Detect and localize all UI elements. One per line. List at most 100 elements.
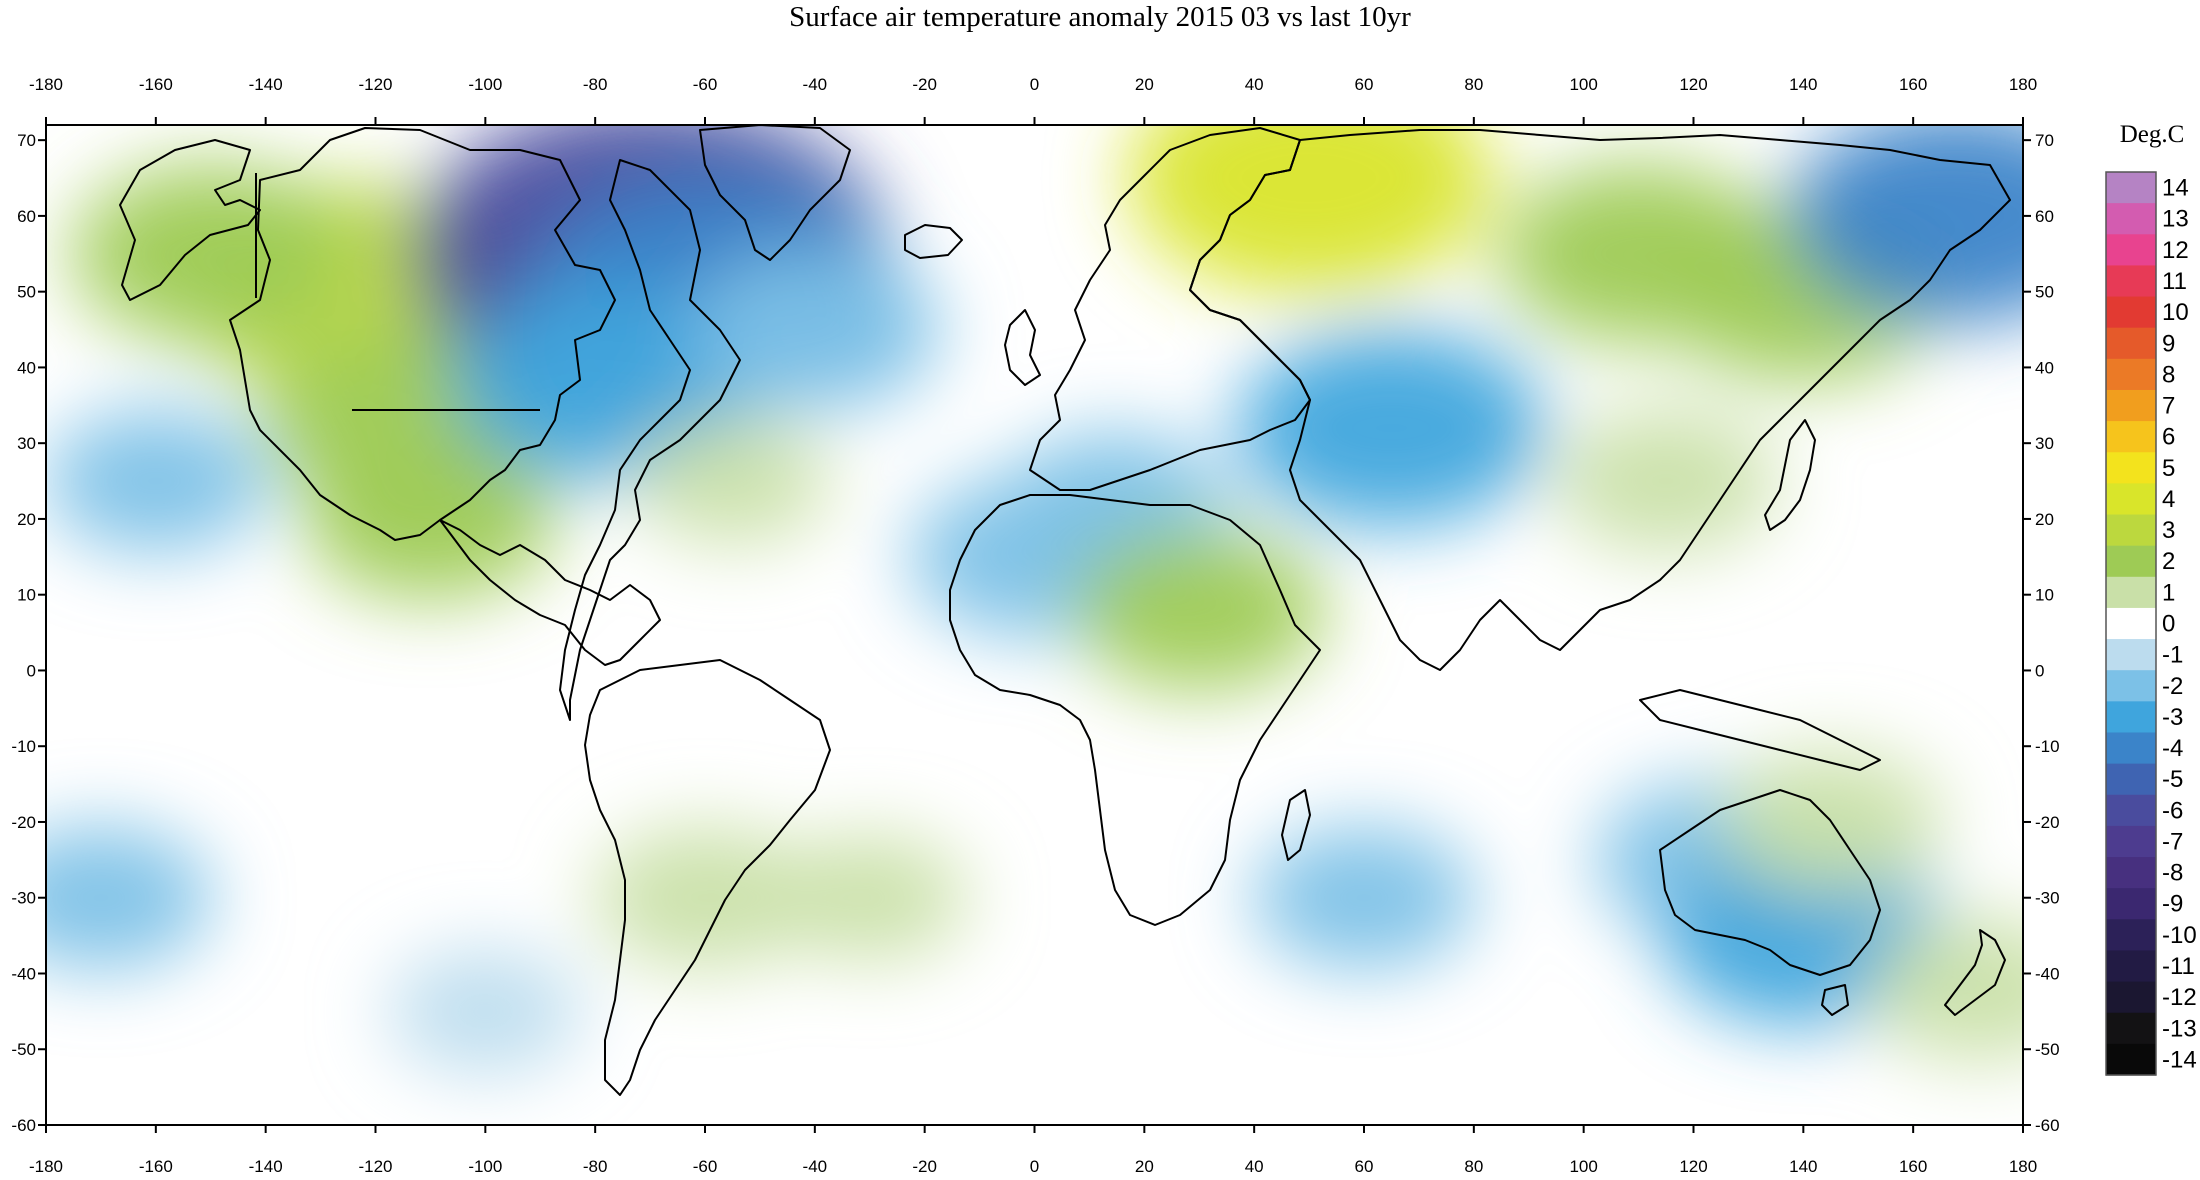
colorbar-label: -7: [2162, 828, 2183, 855]
colorbar-unit: Deg.C: [2120, 121, 2185, 148]
colorbar-label: -11: [2162, 953, 2195, 980]
lat-tick-label-left: -30: [11, 889, 36, 908]
colorbar-label: -13: [2162, 1015, 2197, 1042]
colorbar-label: 5: [2162, 455, 2175, 482]
colorbar-label: 0: [2162, 611, 2175, 638]
lat-tick-label-left: 50: [17, 283, 36, 302]
lon-tick-label-top: 0: [1030, 75, 1039, 94]
colorbar-swatch: [2106, 576, 2156, 609]
colorbar-swatch: [2106, 857, 2156, 889]
colorbar-label: 7: [2162, 393, 2175, 420]
colorbar-swatch: [2106, 794, 2156, 827]
lat-tick-label-right: 60: [2035, 207, 2054, 226]
central-america-coast: [439, 519, 661, 666]
lon-tick-label-top: -140: [249, 75, 283, 94]
lat-tick-label-right: 50: [2035, 283, 2054, 302]
lat-tick-label-right: -50: [2035, 1040, 2060, 1059]
iceland-coast: [904, 224, 963, 259]
indonesia-coast: [1639, 689, 1881, 771]
colorbar-label: -6: [2162, 797, 2183, 824]
lat-tick-label-right: -10: [2035, 737, 2060, 756]
lon-tick-label-bottom: -140: [249, 1157, 283, 1176]
anomaly-region-pacific-east-cold: [46, 409, 268, 554]
lat-tick-label-right: -30: [2035, 889, 2060, 908]
lon-tick-label-bottom: -160: [139, 1157, 173, 1176]
lon-tick-label-top: 140: [1789, 75, 1817, 94]
colorbar-label: 11: [2162, 268, 2187, 295]
anomaly-region-russia-warm: [1127, 125, 1492, 295]
lon-tick-label-bottom: 20: [1135, 1157, 1154, 1176]
colorbar-swatch: [2106, 950, 2156, 983]
lat-tick-label-left: -40: [11, 964, 36, 983]
longitude-axis: -180 -180 -160 -160 -140 -140 -120 -120 -100 -100…: [29, 75, 2037, 1176]
colorbar-swatch: [2106, 296, 2156, 329]
lon-tick-label-bottom: 180: [2009, 1157, 2037, 1176]
lon-tick-label-top: 160: [1899, 75, 1927, 94]
colorbar-swatch: [2106, 732, 2156, 765]
colorbar-label: 14: [2162, 175, 2189, 202]
colorbar-label: 4: [2162, 486, 2175, 513]
colorbar-swatch: [2106, 545, 2156, 578]
anomaly-region-new-zealand-warm: [1867, 916, 2023, 1061]
lat-tick-label-left: -20: [11, 813, 36, 832]
colorbar-swatch: [2106, 265, 2156, 298]
anomaly-region-east-africa-warm: [1073, 528, 1326, 691]
anomaly-region-tropical-atlantic-warm: [634, 418, 831, 545]
lat-tick-label-right: 20: [2035, 510, 2054, 529]
lon-tick-label-top: 180: [2009, 75, 2037, 94]
colorbar: 14131211109876543210-1-2-3-4-5-6-7-8-9-1…: [2105, 171, 2197, 1076]
anomaly-region-china-warm: [1554, 409, 1779, 554]
colorbar-swatch: [2106, 172, 2156, 204]
colorbar-label: 6: [2162, 424, 2175, 451]
north-america-coast: [119, 139, 261, 301]
colorbar-swatch: [2106, 358, 2156, 391]
colorbar-swatch: [2106, 763, 2156, 796]
colorbar-label: -2: [2162, 673, 2183, 700]
colorbar-label: 8: [2162, 361, 2175, 388]
colorbar-swatch: [2106, 919, 2156, 952]
lat-tick-label-right: -20: [2035, 813, 2060, 832]
south-america-coast: [584, 659, 831, 1096]
colorbar-border: [2105, 171, 2157, 1076]
lon-tick-label-bottom: -120: [358, 1157, 392, 1176]
colorbar-label: -5: [2162, 766, 2183, 793]
lat-tick-label-right: 10: [2035, 586, 2054, 605]
colorbar-label: -10: [2162, 922, 2197, 949]
colorbar-swatch: [2106, 203, 2156, 235]
lat-tick-label-left: 40: [17, 358, 36, 377]
lat-tick-label-left: 10: [17, 586, 36, 605]
lat-tick-label-left: -60: [11, 1116, 36, 1135]
colorbar-swatch: [2106, 825, 2156, 858]
lat-tick-label-left: 70: [17, 131, 36, 150]
lon-tick-label-top: -60: [693, 75, 718, 94]
colorbar-label: 3: [2162, 517, 2175, 544]
lat-tick-label-left: 20: [17, 510, 36, 529]
anomaly-region-alaska-warm: [70, 163, 351, 344]
lat-tick-label-left: 30: [17, 434, 36, 453]
canada-east-coast: [559, 159, 741, 721]
anomaly-region-south-atlantic-warm: [771, 834, 968, 961]
lon-tick-label-bottom: -40: [803, 1157, 828, 1176]
colorbar-label: -3: [2162, 704, 2183, 731]
lon-tick-label-bottom: 60: [1355, 1157, 1374, 1176]
colorbar-swatch: [2106, 888, 2156, 920]
lon-tick-label-top: 20: [1135, 75, 1154, 94]
lat-tick-label-right: 40: [2035, 358, 2054, 377]
lon-tick-label-top: 80: [1464, 75, 1483, 94]
new-zealand-coast: [1944, 929, 2006, 1016]
lon-tick-label-top: 120: [1679, 75, 1707, 94]
lon-tick-label-bottom: -100: [468, 1157, 502, 1176]
anomaly-region-south-america-warm: [593, 825, 817, 970]
australia-coast: [1659, 789, 1881, 976]
colorbar-label: 13: [2162, 206, 2189, 233]
lon-tick-label-top: -100: [468, 75, 502, 94]
chart-title: Surface air temperature anomaly 2015 03 …: [789, 1, 1411, 33]
lat-tick-label-left: 0: [27, 661, 36, 680]
colorbar-label: 9: [2162, 330, 2175, 357]
lon-tick-label-top: -120: [358, 75, 392, 94]
lon-tick-label-top: -180: [29, 75, 63, 94]
africa-coast: [949, 494, 1321, 926]
colorbar-label: -4: [2162, 735, 2183, 762]
colorbar-swatch: [2106, 639, 2156, 671]
north-america-main-coast: [229, 127, 616, 541]
